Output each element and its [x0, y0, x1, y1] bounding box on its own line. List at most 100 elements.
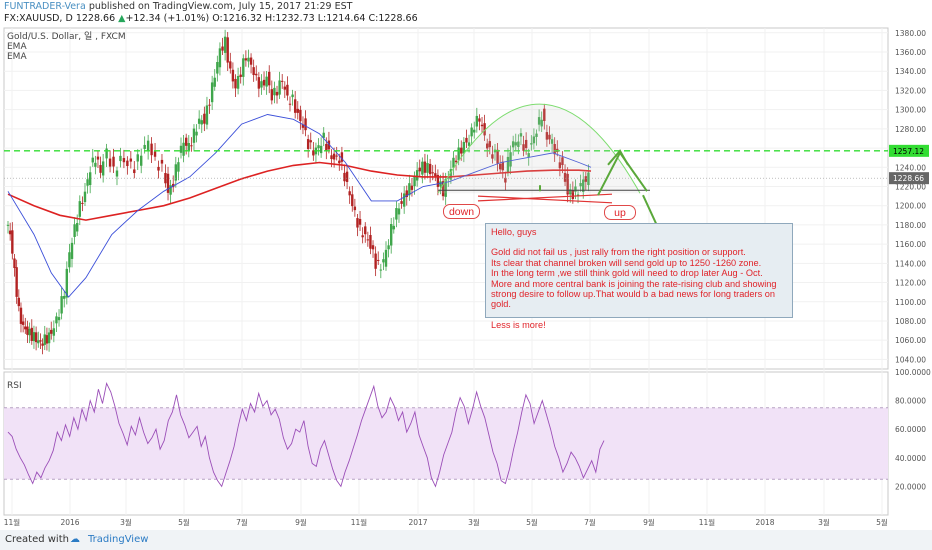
candle-body — [436, 174, 440, 187]
candle-body — [332, 153, 336, 160]
candle-body — [421, 161, 424, 175]
candle-body — [460, 147, 463, 154]
candle-body — [540, 119, 543, 127]
tradingview-logo-icon[interactable]: ☁ — [70, 534, 80, 545]
candle-body — [216, 62, 219, 74]
candle-body — [255, 73, 258, 76]
ema-slow-line — [7, 161, 592, 221]
resistance-price-label: 1257.12 — [893, 147, 924, 156]
candle-body — [286, 84, 289, 96]
time-tick-label: 11월 — [4, 517, 21, 527]
price-tick-label: 1320.00 — [895, 86, 926, 95]
candle-body — [91, 157, 94, 163]
price-tick-label: 1220.00 — [895, 182, 926, 191]
candle-body — [428, 163, 432, 175]
current-price-tag — [889, 172, 929, 185]
candle-body — [475, 115, 479, 127]
channel-line-red — [477, 193, 613, 202]
candle-body — [174, 164, 178, 181]
time-tick-label: 9월 — [295, 517, 307, 527]
candle-body — [197, 118, 201, 124]
candle-body — [153, 151, 157, 157]
candle-body — [400, 201, 403, 204]
price-pane-frame — [3, 27, 889, 370]
candle-body — [387, 245, 390, 250]
candle-body — [160, 159, 164, 164]
candle-body — [78, 201, 81, 217]
candle-body — [221, 46, 224, 51]
candle-body — [129, 158, 133, 162]
candle-body — [223, 36, 227, 53]
channel-line-red-2 — [477, 195, 613, 204]
price-tick-label: 1040.00 — [895, 355, 926, 364]
ema-lines — [7, 114, 592, 298]
candle-body — [587, 172, 590, 186]
candle-body — [330, 155, 333, 160]
note-line-3: In the long term ,we still think gold wi… — [491, 268, 763, 279]
candle-body — [345, 171, 349, 182]
candle-body — [418, 167, 421, 172]
price-tick-label: 1240.00 — [895, 163, 926, 172]
candle-body — [426, 163, 429, 173]
candle-body — [157, 166, 160, 171]
candle-body — [532, 136, 536, 144]
candle-body — [584, 176, 588, 182]
candle-body — [312, 150, 315, 156]
price-tick-label: 1080.00 — [895, 317, 926, 326]
candle-body — [187, 143, 190, 151]
time-tick-label: 11월 — [699, 517, 716, 527]
note-closing: Less is more! — [491, 319, 546, 330]
chart-area[interactable]: 1380.00 1360.00 1340.00 1320.00 1300.00 1280.… — [0, 25, 932, 530]
candle-body — [439, 181, 442, 187]
time-tick-label: 2018 — [755, 518, 774, 527]
candle-body — [273, 87, 276, 96]
candle-body — [126, 160, 129, 167]
candle-body — [530, 143, 533, 145]
candle-body — [309, 140, 312, 143]
candle-body — [17, 297, 21, 307]
candle-body — [260, 81, 263, 88]
candle-body — [498, 163, 502, 170]
current-price-label: 1228.66 — [893, 174, 924, 183]
candle-body — [15, 267, 18, 297]
candle-body — [24, 326, 27, 330]
candle-body — [65, 268, 69, 298]
candle-body — [234, 78, 237, 89]
candle-body — [190, 145, 193, 147]
candle-body — [353, 206, 357, 211]
ohlc-values: O:1216.32 H:1232.73 L:1214.64 C:1228.66 — [212, 13, 418, 24]
price-tick-label: 1380.00 — [895, 29, 926, 38]
price-tick-label: 1060.00 — [895, 336, 926, 345]
candle-body — [182, 142, 185, 156]
candle-body — [83, 191, 87, 203]
up-arrow-icon: ▲ — [118, 13, 126, 24]
tradingview-brand[interactable]: TradingView — [88, 534, 149, 545]
price-tick-label: 1280.00 — [895, 125, 926, 134]
candle-body — [382, 259, 385, 263]
candle-body — [356, 218, 359, 228]
last-price: 1228.66 — [75, 13, 116, 24]
candle-body — [99, 165, 102, 173]
time-tick-label: 3월 — [120, 517, 132, 527]
candle-body — [379, 269, 383, 271]
candle-body — [244, 58, 248, 61]
candle-body — [115, 170, 119, 177]
time-tick-label: 3월 — [818, 517, 830, 527]
author-name[interactable]: FUNTRADER-Vera — [4, 1, 86, 12]
candle-body — [527, 153, 530, 158]
rsi-title: RSI — [7, 381, 22, 391]
candle-body — [522, 144, 525, 151]
candle-body — [278, 80, 281, 95]
candle-body — [208, 104, 211, 106]
candle-body — [43, 334, 46, 345]
candle-body — [517, 141, 520, 147]
candle-body — [524, 139, 528, 149]
candle-body — [371, 245, 375, 250]
candle-body — [415, 170, 419, 181]
candle-body — [34, 332, 38, 343]
legend-ema-1: EMA — [7, 42, 27, 52]
candles — [6, 29, 590, 355]
note-greeting: Hello, guys — [491, 227, 537, 237]
candle-body — [55, 316, 58, 324]
candle-body — [431, 172, 434, 174]
